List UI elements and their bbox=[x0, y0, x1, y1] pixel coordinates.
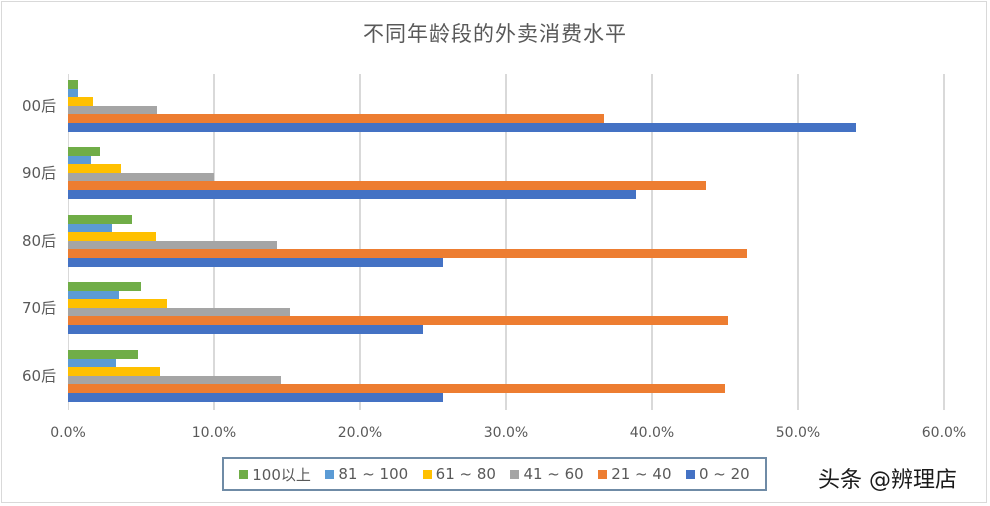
gridline bbox=[651, 74, 653, 410]
bar bbox=[68, 375, 282, 385]
bar bbox=[68, 350, 139, 359]
gridline bbox=[359, 74, 361, 410]
x-tick-label: 30.0% bbox=[483, 425, 529, 441]
category-label: 60后 bbox=[22, 366, 57, 385]
x-tick-label: 20.0% bbox=[337, 425, 383, 441]
bar bbox=[68, 325, 423, 334]
bar bbox=[68, 367, 160, 376]
legend-label: 41 ~ 60 bbox=[523, 465, 584, 483]
bar bbox=[68, 97, 93, 106]
legend-item: 81 ~ 100 bbox=[325, 465, 408, 483]
gridline bbox=[797, 74, 799, 410]
bar bbox=[68, 190, 636, 199]
bar bbox=[68, 282, 141, 291]
category-label: 90后 bbox=[22, 163, 57, 182]
bar bbox=[68, 114, 604, 123]
bar bbox=[68, 299, 168, 308]
bar bbox=[68, 240, 277, 250]
gridline bbox=[943, 74, 945, 410]
bar bbox=[68, 147, 101, 156]
bar bbox=[68, 80, 79, 89]
bar bbox=[68, 307, 290, 317]
legend-label: 81 ~ 100 bbox=[338, 465, 409, 483]
chart-title: 不同年龄段的外卖消费水平 bbox=[363, 22, 627, 46]
legend-swatch-icon bbox=[510, 469, 520, 479]
bar bbox=[68, 258, 444, 267]
legend-item: 100以上 bbox=[239, 464, 311, 485]
legend-swatch-icon bbox=[598, 469, 608, 479]
bar bbox=[68, 88, 79, 98]
legend-item: 61 ~ 80 bbox=[422, 465, 496, 483]
legend-item: 21 ~ 40 bbox=[598, 465, 671, 483]
legend-swatch-icon bbox=[239, 469, 249, 479]
bar bbox=[68, 172, 214, 182]
legend-item: 41 ~ 60 bbox=[510, 465, 584, 483]
legend-label: 61 ~ 80 bbox=[435, 465, 496, 483]
x-tick-label: 50.0% bbox=[775, 425, 821, 441]
x-tick-label: 0.0% bbox=[50, 425, 86, 441]
legend-label: 0 ~ 20 bbox=[698, 465, 750, 483]
bar bbox=[68, 232, 156, 241]
bar bbox=[68, 358, 117, 368]
category-label: 70后 bbox=[22, 298, 57, 317]
bar bbox=[68, 393, 444, 402]
legend-item: 0 ~ 20 bbox=[685, 465, 750, 483]
bar bbox=[68, 105, 158, 115]
bar bbox=[68, 164, 121, 173]
legend-label: 100以上 bbox=[252, 465, 311, 484]
bar bbox=[68, 181, 707, 190]
bar bbox=[68, 123, 857, 132]
bar bbox=[68, 215, 133, 224]
legend-swatch-icon bbox=[325, 469, 335, 479]
bar bbox=[68, 316, 728, 325]
gridline bbox=[505, 74, 507, 410]
bar bbox=[68, 249, 747, 258]
legend-swatch-icon bbox=[422, 469, 432, 479]
watermark: 头条 @辨理店 bbox=[818, 468, 957, 493]
plot-area bbox=[68, 74, 945, 410]
legend-swatch-icon bbox=[685, 469, 695, 479]
legend-label: 21 ~ 40 bbox=[611, 465, 672, 483]
bar bbox=[68, 223, 112, 233]
bar bbox=[68, 290, 120, 300]
bar bbox=[68, 155, 92, 165]
category-label: 00后 bbox=[22, 96, 57, 115]
category-label: 80后 bbox=[22, 231, 57, 250]
x-tick-label: 40.0% bbox=[629, 425, 675, 441]
legend: 100以上 81 ~ 100 61 ~ 80 41 ~ 60 21 ~ 40 0 ~ 20 bbox=[222, 457, 767, 491]
x-tick-label: 10.0% bbox=[191, 425, 237, 441]
x-tick-label: 60.0% bbox=[921, 425, 967, 441]
bar bbox=[68, 384, 725, 393]
